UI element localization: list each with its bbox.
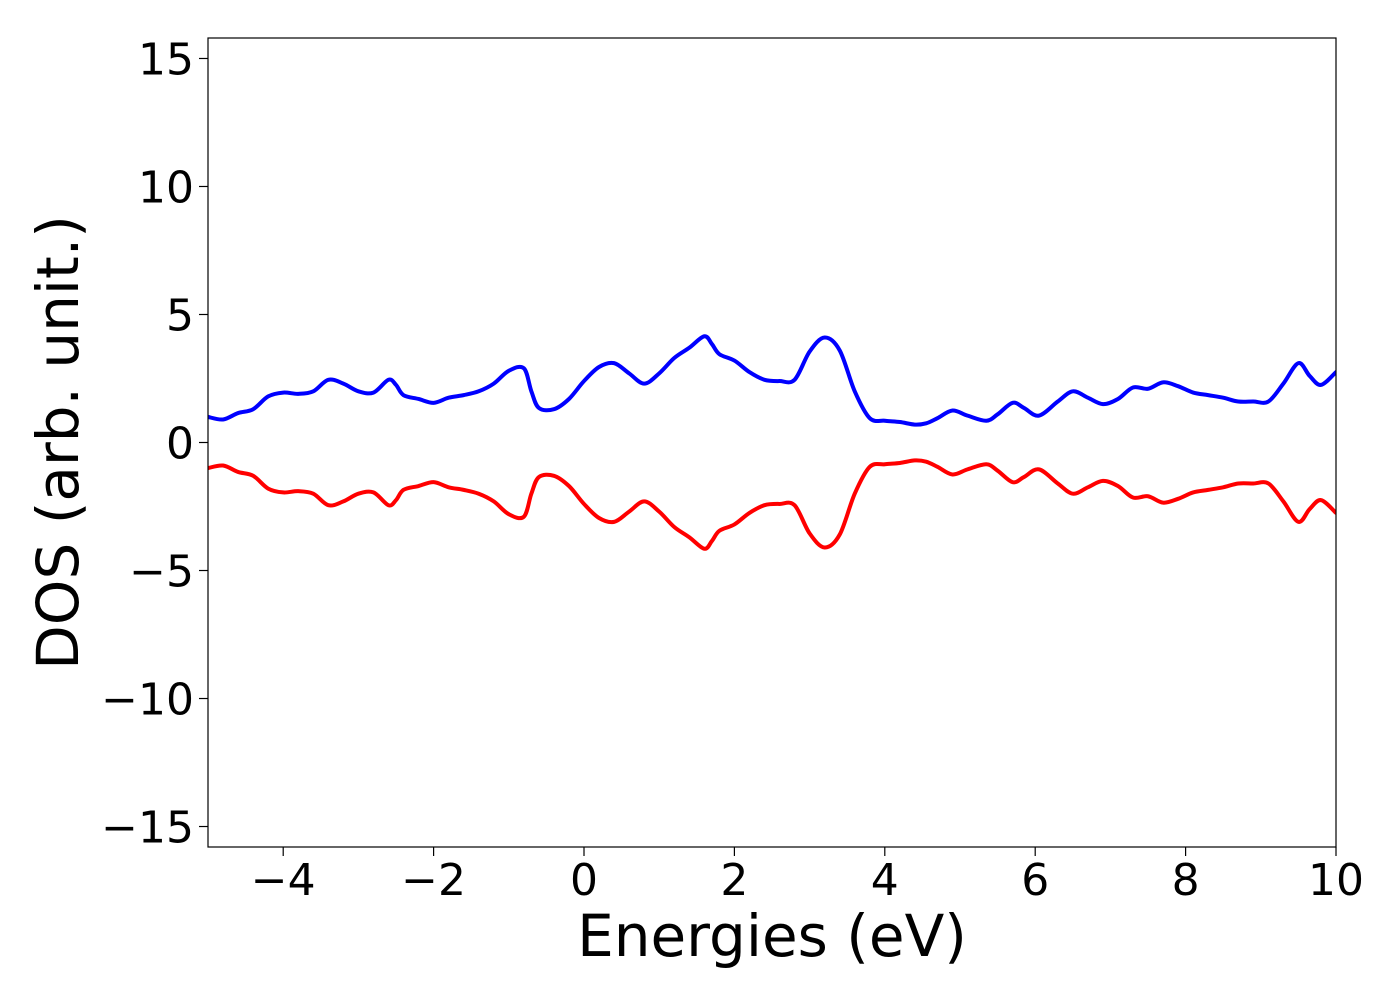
- x-axis: −4 −2 0 2 4 6 8 10: [251, 847, 1364, 906]
- x-tick-label: 2: [720, 855, 748, 906]
- plot-frame: [207, 37, 1337, 848]
- y-tick-label: −15: [101, 803, 194, 854]
- y-tick-label: 5: [166, 290, 194, 341]
- x-tick-label: 0: [570, 855, 598, 906]
- y-tick-label: 10: [138, 162, 194, 213]
- y-axis-title: DOS (arb. unit.): [24, 215, 92, 670]
- y-tick-label: 15: [138, 34, 194, 85]
- x-tick-label: 8: [1172, 855, 1200, 906]
- x-tick-label: 10: [1308, 855, 1364, 906]
- y-tick-label: 0: [166, 419, 194, 470]
- y-tick-label: −10: [101, 675, 194, 726]
- series-layer: [208, 334, 1336, 551]
- x-axis-title: Energies (eV): [577, 902, 967, 970]
- y-tick-label: −5: [129, 547, 194, 598]
- x-tick-label: −2: [401, 855, 466, 906]
- dos-spin-up-line: [208, 334, 1336, 427]
- dos-spin-down-line: [208, 458, 1336, 551]
- x-tick-label: 4: [871, 855, 899, 906]
- y-axis: 15 10 5 0 −5 −10 −15: [101, 34, 208, 854]
- x-tick-label: 6: [1021, 855, 1049, 906]
- x-tick-label: −4: [251, 855, 316, 906]
